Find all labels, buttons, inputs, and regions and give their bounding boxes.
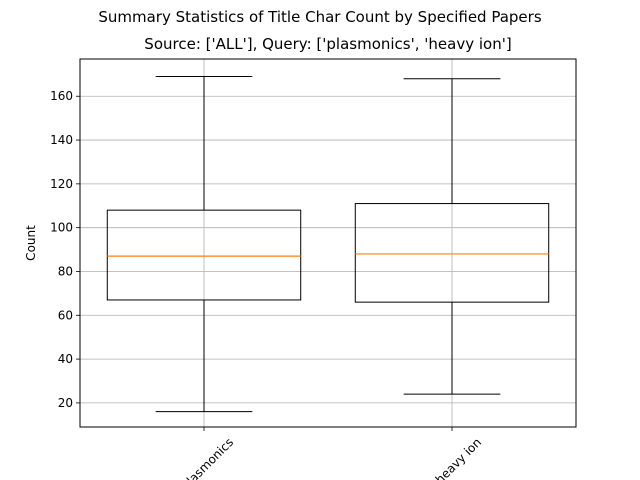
y-axis-ticks: 20 40 60 80 100 120 140 160 [50,89,80,410]
y-tick-label: 60 [58,308,73,322]
y-tick-label: 20 [58,396,73,410]
chart-subtitle: Source: ['ALL'], Query: ['plasmonics', '… [144,35,511,53]
y-tick-label: 160 [50,89,73,103]
y-tick-label: 140 [50,133,73,147]
y-tick-label: 80 [58,264,73,278]
x-axis-ticks: plasmonics heavy ion [179,427,484,480]
y-tick-label: 120 [50,177,73,191]
x-tick-label: plasmonics [179,435,237,480]
y-tick-label: 100 [50,221,73,235]
chart-title: Summary Statistics of Title Char Count b… [98,8,541,26]
y-axis-label: Count [24,225,38,261]
plot-frame [79,58,577,428]
iqr-box [354,203,550,303]
iqr-box [106,209,302,301]
y-tick-label: 40 [58,352,73,366]
grid-lines [80,59,576,427]
x-tick-label: heavy ion [433,435,484,480]
boxes [106,76,550,413]
